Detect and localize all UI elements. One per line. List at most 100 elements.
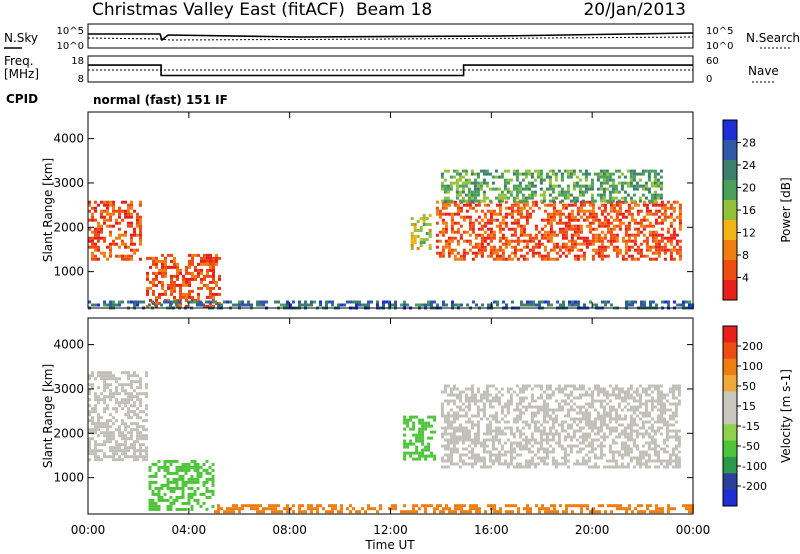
power-cell [486, 227, 490, 231]
power-cell [537, 230, 541, 234]
power-cell [663, 245, 667, 249]
power-cell [358, 300, 361, 304]
power-cell [609, 230, 613, 234]
power-cell [624, 224, 628, 228]
velocity-cell [629, 393, 633, 397]
velocity-cell [644, 432, 648, 436]
power-cell [679, 303, 682, 307]
velocity-cell [136, 395, 139, 399]
power-cell [197, 295, 200, 299]
power-cell [382, 303, 385, 307]
power-cell [504, 200, 508, 204]
velocity-cell [563, 456, 567, 460]
velocity-cell [539, 447, 543, 451]
velocity-cell [647, 465, 651, 469]
power-cell [569, 172, 573, 176]
velocity-cell [421, 439, 425, 443]
power-cell [215, 292, 218, 296]
power-cell [563, 169, 567, 173]
velocity-cell [596, 411, 600, 415]
velocity-cell [485, 393, 489, 397]
power-cell [591, 206, 595, 210]
velocity-cell [644, 429, 648, 433]
power-cell [642, 218, 646, 222]
velocity-cell [196, 486, 200, 490]
velocity-cell [482, 393, 486, 397]
velocity-cell [611, 450, 615, 454]
velocity-cell [656, 393, 660, 397]
velocity-cell [493, 504, 496, 508]
velocity-cell [190, 504, 194, 508]
power-cell [94, 236, 97, 240]
velocity-cell [452, 399, 456, 403]
power-cell [331, 300, 334, 304]
power-cell [425, 223, 429, 226]
velocity-cell [142, 458, 145, 462]
power-cell [627, 239, 631, 243]
power-cell [519, 212, 523, 216]
velocity-cell [533, 420, 537, 424]
power-cell [645, 209, 649, 213]
velocity-cell [551, 420, 555, 424]
velocity-cell [461, 438, 465, 442]
velocity-cell [557, 390, 561, 394]
velocity-cell [647, 426, 651, 430]
power-cell [139, 203, 142, 207]
power-cell [492, 248, 496, 252]
power-cell [567, 248, 571, 252]
power-cell [573, 227, 577, 231]
velocity-cell [584, 423, 588, 427]
velocity-cell [494, 393, 498, 397]
velocity-cell [97, 458, 100, 462]
power-cell [489, 245, 493, 249]
velocity-cell [205, 495, 209, 499]
velocity-cell [551, 462, 555, 466]
power-cell [600, 239, 604, 243]
velocity-cell [463, 510, 466, 514]
power-cell [659, 175, 663, 179]
power-cell [525, 215, 529, 219]
velocity-cell [515, 417, 519, 421]
power-cell [657, 239, 661, 243]
power-cell [582, 257, 586, 261]
velocity-cell [670, 507, 673, 511]
power-cell [167, 298, 170, 302]
power-cell [474, 251, 478, 255]
velocity-cell [479, 417, 483, 421]
velocity-cell [599, 447, 603, 451]
velocity-cell [668, 423, 672, 427]
power-cell [109, 245, 112, 249]
velocity-cell [563, 414, 567, 418]
velocity-cell [199, 504, 203, 508]
velocity-cell [286, 510, 289, 514]
velocity-cell [494, 438, 498, 442]
velocity-cell [124, 455, 127, 459]
power-cell [182, 283, 185, 287]
power-cell [629, 199, 633, 203]
velocity-cell [418, 421, 422, 425]
velocity-cell [566, 384, 570, 388]
velocity-cell [349, 504, 352, 508]
power-cell [588, 227, 592, 231]
velocity-cell [142, 434, 145, 438]
velocity-cell [442, 510, 445, 514]
velocity-cell [460, 510, 463, 514]
power-cell [462, 239, 466, 243]
power-cell [388, 300, 391, 304]
velocity-cell [139, 437, 142, 441]
power-cell [659, 181, 663, 185]
velocity-cell [620, 423, 624, 427]
velocity-cell [494, 432, 498, 436]
velocity-cell [506, 390, 510, 394]
velocity-cell [452, 441, 456, 445]
power-cell [525, 212, 529, 216]
power-cell [573, 215, 577, 219]
velocity-cell [614, 462, 618, 466]
power-cell [564, 245, 568, 249]
velocity-cell [542, 399, 546, 403]
velocity-cell [446, 456, 450, 460]
velocity-cell [427, 445, 431, 449]
velocity-cell [133, 404, 136, 408]
velocity-cell [545, 387, 549, 391]
power-cell [570, 242, 574, 246]
